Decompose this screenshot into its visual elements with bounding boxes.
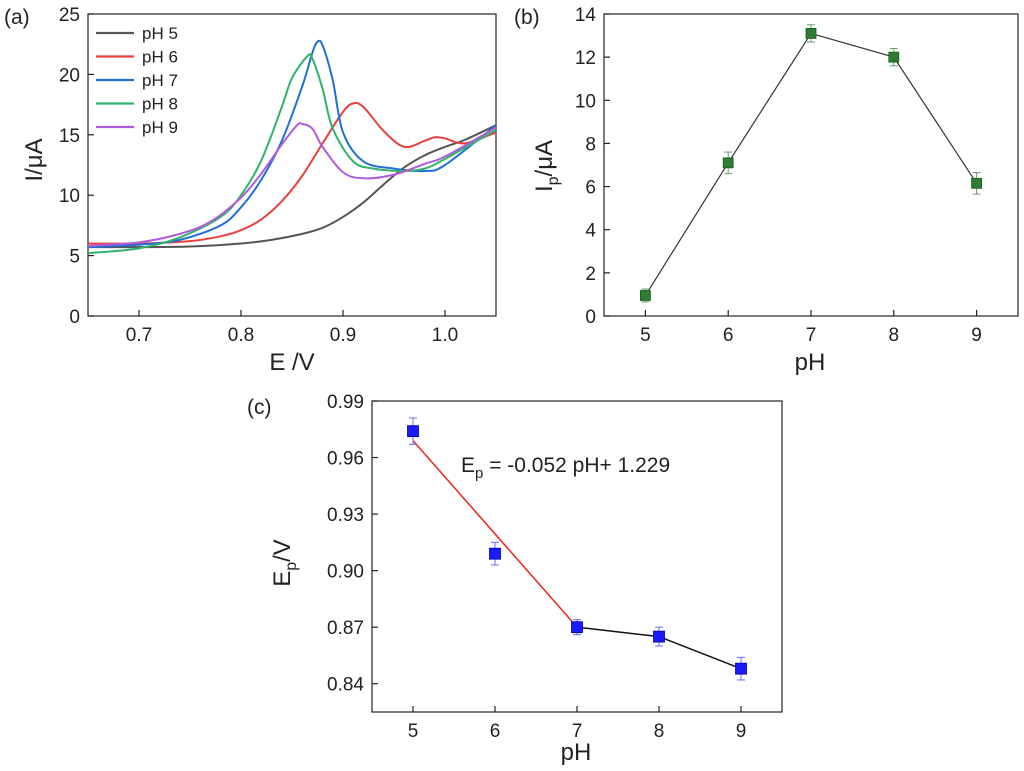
panel-c-y-axis-label: Ep/V bbox=[269, 539, 300, 587]
panel-c-peak-potential: (c) 5 6 7 8 9 0.84 0.87 0.90 0.93 0.96 0.99 pH Ep/… bbox=[247, 392, 783, 766]
panel-a-plot-area: 0.7 0.8 0.9 1.0 0 5 10 15 20 25 bbox=[59, 5, 497, 346]
panel-b-data-point bbox=[888, 51, 900, 63]
panel-b-plot-area: 5 6 7 8 9 0 2 4 6 8 10 12 14 bbox=[575, 5, 1019, 346]
panel-a-x-axis-label: E /V bbox=[269, 349, 314, 376]
panel-b-x-tick-label: 7 bbox=[806, 325, 817, 346]
panel-c-y-tick-label: 0.96 bbox=[327, 449, 364, 470]
panel-b-data-point bbox=[805, 28, 817, 39]
panel-b-y-tick-label: 14 bbox=[575, 5, 597, 26]
panel-b-data-point bbox=[722, 157, 734, 169]
panel-b-y-tick-label: 4 bbox=[585, 221, 596, 242]
panel-a-label: (a) bbox=[4, 6, 30, 29]
panel-b-y-tick-label: 6 bbox=[585, 178, 596, 199]
panel-c-x-tick-label: 6 bbox=[490, 721, 501, 742]
panel-a-x-tick-label: 0.7 bbox=[126, 325, 152, 346]
panel-b-x-tick-label: 8 bbox=[889, 325, 900, 346]
panel-a-legend: pH 5 pH 6 pH 7 pH 8 pH 9 bbox=[96, 24, 178, 137]
panel-b-frame bbox=[603, 13, 1019, 317]
panel-a-y-axis-label: I/μA bbox=[21, 138, 48, 181]
panel-c-x-tick-label: 9 bbox=[736, 721, 747, 742]
panel-c-fit-line bbox=[412, 440, 578, 628]
panel-c-x-axis-label: pH bbox=[561, 739, 592, 766]
panel-c-data-point bbox=[653, 630, 665, 643]
panel-a-y-tick-label: 15 bbox=[59, 126, 80, 147]
panel-c-x-tick-label: 8 bbox=[654, 721, 665, 742]
panel-b-y-axis-label: Ip/μA bbox=[531, 140, 562, 192]
panel-a-legend-label: pH 8 bbox=[142, 95, 178, 114]
panel-b-label: (b) bbox=[514, 6, 540, 29]
panel-a-y-tick-label: 20 bbox=[59, 65, 80, 86]
panel-b-y-tick-label: 10 bbox=[575, 91, 596, 112]
panel-c-data-point bbox=[489, 547, 501, 560]
panel-c-frame bbox=[371, 400, 783, 713]
panel-b-y-tick-label: 12 bbox=[575, 48, 596, 69]
panel-c-y-axis-label-text: Ep/V bbox=[269, 539, 300, 587]
panel-a-series-line-ph-6 bbox=[87, 101, 497, 245]
panel-c-y-tick-label: 0.84 bbox=[327, 675, 364, 696]
panel-a-legend-label: pH 6 bbox=[142, 48, 178, 67]
panel-c-y-tick-label: 0.87 bbox=[327, 618, 364, 639]
panel-b-x-tick-label: 5 bbox=[640, 325, 651, 346]
panel-b-x-tick-label: 6 bbox=[723, 325, 734, 346]
panel-b-peak-current: (b) 5 6 7 8 9 0 2 4 6 8 10 12 14 pH Ip/μA bbox=[514, 5, 1019, 376]
panel-c-y-tick-label: 0.99 bbox=[327, 392, 364, 413]
panel-b-data-point bbox=[971, 177, 982, 189]
panel-b-x-tick-label: 9 bbox=[971, 325, 982, 346]
panel-b-y-tick-label: 8 bbox=[585, 134, 596, 155]
panel-a-y-tick-label: 10 bbox=[59, 186, 80, 207]
panel-b-y-tick-label: 0 bbox=[585, 307, 596, 328]
panel-c-data-point bbox=[735, 662, 747, 675]
panel-b-y-tick-label: 2 bbox=[585, 264, 596, 285]
panel-a-legend-label: pH 7 bbox=[142, 71, 178, 90]
panel-a-x-tick-label: 0.8 bbox=[228, 325, 254, 346]
panel-a-y-tick-label: 0 bbox=[69, 307, 80, 328]
panel-c-data-point bbox=[407, 425, 419, 438]
panel-a-y-tick-label: 25 bbox=[59, 5, 80, 26]
panel-c-plot-area: 5 6 7 8 9 0.84 0.87 0.90 0.93 0.96 0.99 bbox=[327, 392, 783, 742]
panel-a-x-tick-label: 1.0 bbox=[432, 325, 458, 346]
panel-a-legend-label: pH 5 bbox=[142, 24, 178, 43]
panel-a-series-line-ph-9 bbox=[87, 122, 497, 247]
panel-c-label: (c) bbox=[247, 396, 272, 419]
panel-b-y-axis-label-text: Ip/μA bbox=[531, 140, 562, 192]
panel-c-x-tick-label: 7 bbox=[572, 721, 583, 742]
panel-c-x-tick-label: 5 bbox=[408, 721, 419, 742]
panel-b-connect-line bbox=[644, 32, 978, 296]
panel-b-data-point bbox=[640, 290, 651, 301]
panel-a-frame bbox=[87, 13, 497, 317]
panel-c-y-tick-label: 0.93 bbox=[327, 505, 364, 526]
panel-a-legend-label: pH 9 bbox=[142, 118, 178, 137]
panel-c-fit-equation: Ep = -0.052 pH+ 1.229 bbox=[461, 454, 670, 482]
panel-a-series-line-ph-5 bbox=[87, 124, 497, 249]
panel-c-y-tick-label: 0.90 bbox=[327, 562, 364, 583]
panel-c-data-point bbox=[571, 621, 583, 634]
panel-a-series-line-ph-7 bbox=[87, 39, 497, 249]
panel-a-x-tick-label: 0.9 bbox=[330, 325, 356, 346]
panel-b-x-axis-label: pH bbox=[795, 349, 826, 376]
panel-a-y-tick-label: 5 bbox=[69, 247, 80, 268]
